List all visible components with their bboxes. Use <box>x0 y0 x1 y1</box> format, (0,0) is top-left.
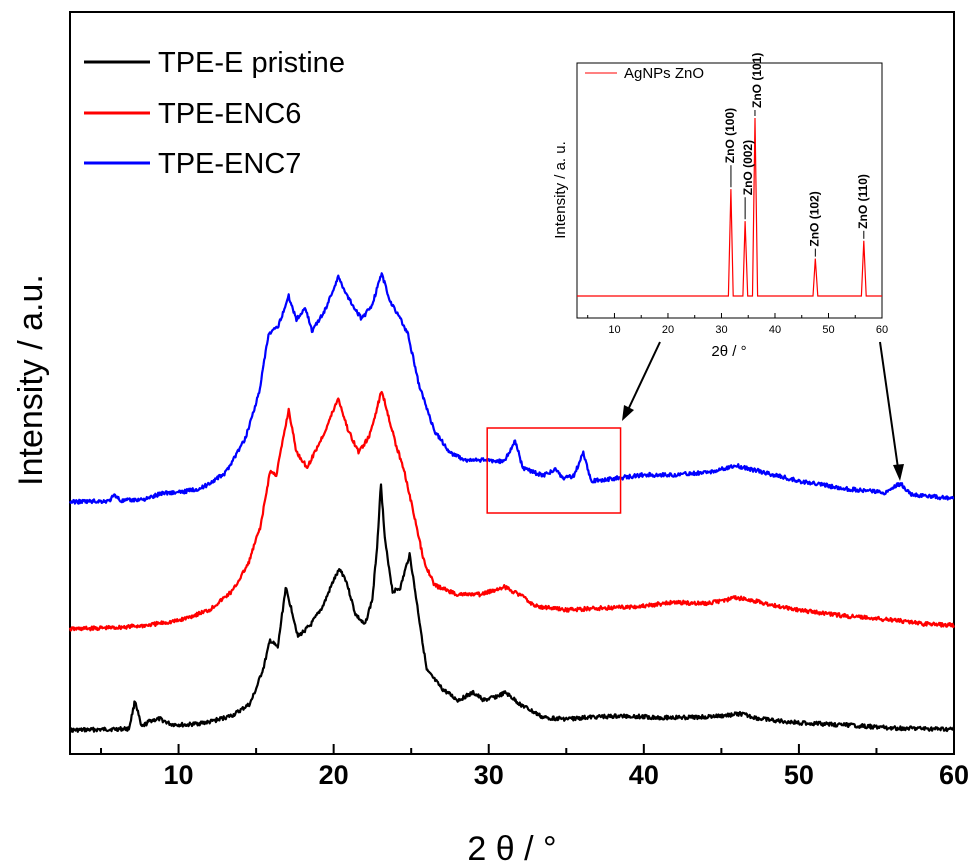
x-tick-label: 50 <box>784 760 814 790</box>
peak-label: ZnO (002) <box>741 140 755 195</box>
peak-label: ZnO (100) <box>723 108 737 163</box>
main-x-ticks: 10 20 30 40 50 60 <box>100 744 969 790</box>
x-tick-label: 20 <box>319 760 349 790</box>
arrow-head-peak <box>893 464 904 481</box>
inset-tick-label: 40 <box>769 324 781 336</box>
inset-tick-label: 30 <box>715 324 727 336</box>
x-tick-label: 10 <box>164 760 194 790</box>
series-line-1 <box>68 390 956 632</box>
inset-series-group <box>577 117 882 297</box>
inset-peak-labels: ZnO (100) ZnO (002) ZnO (101) ZnO (102) ZnO … <box>723 53 870 257</box>
inset-tick-label: 20 <box>662 324 674 336</box>
main-plot-frame <box>69 11 955 755</box>
arrow-line-zoom <box>626 341 661 413</box>
inset-plot-frame <box>576 62 883 319</box>
main-y-axis-title: Intensity / a.u. <box>12 274 50 486</box>
inset-series-line-0 <box>577 117 882 297</box>
inset-x-ticks: 10 20 30 40 50 60 <box>587 313 888 336</box>
inset-chart: 10 20 30 40 50 60 ZnO (100) ZnO (002) ZnO (101)… <box>552 53 888 360</box>
x-tick-label: 30 <box>474 760 504 790</box>
inset-x-axis-title: 2θ / ° <box>711 343 746 360</box>
main-legend: TPE-E pristine TPE-ENC6 TPE-ENC7 <box>84 47 345 180</box>
peak-label: ZnO (110) <box>856 174 870 229</box>
zoom-box <box>486 427 622 514</box>
legend-label-2: TPE-ENC7 <box>158 148 301 180</box>
inset-tick-label: 10 <box>608 324 620 336</box>
series-line-2 <box>69 272 955 505</box>
peak-label: ZnO (102) <box>807 191 821 246</box>
arrow-head-zoom <box>622 405 634 421</box>
arrows <box>622 341 904 481</box>
x-tick-label: 40 <box>629 760 659 790</box>
inset-tick-label: 50 <box>822 324 834 336</box>
peak-label: ZnO (101) <box>750 53 764 108</box>
x-tick-label: 60 <box>939 760 969 790</box>
main-series-group <box>68 272 956 734</box>
legend-label-1: TPE-ENC6 <box>158 98 301 130</box>
series-line-0 <box>69 483 956 734</box>
inset-y-axis-title: Intensity / a. u. <box>552 141 569 239</box>
legend-label-0: TPE-E pristine <box>158 47 345 79</box>
main-x-axis-title: 2 θ / ° <box>467 830 556 864</box>
inset-legend-label: AgNPs ZnO <box>624 65 704 82</box>
inset-tick-label: 60 <box>876 324 888 336</box>
arrow-line-peak <box>879 341 899 469</box>
